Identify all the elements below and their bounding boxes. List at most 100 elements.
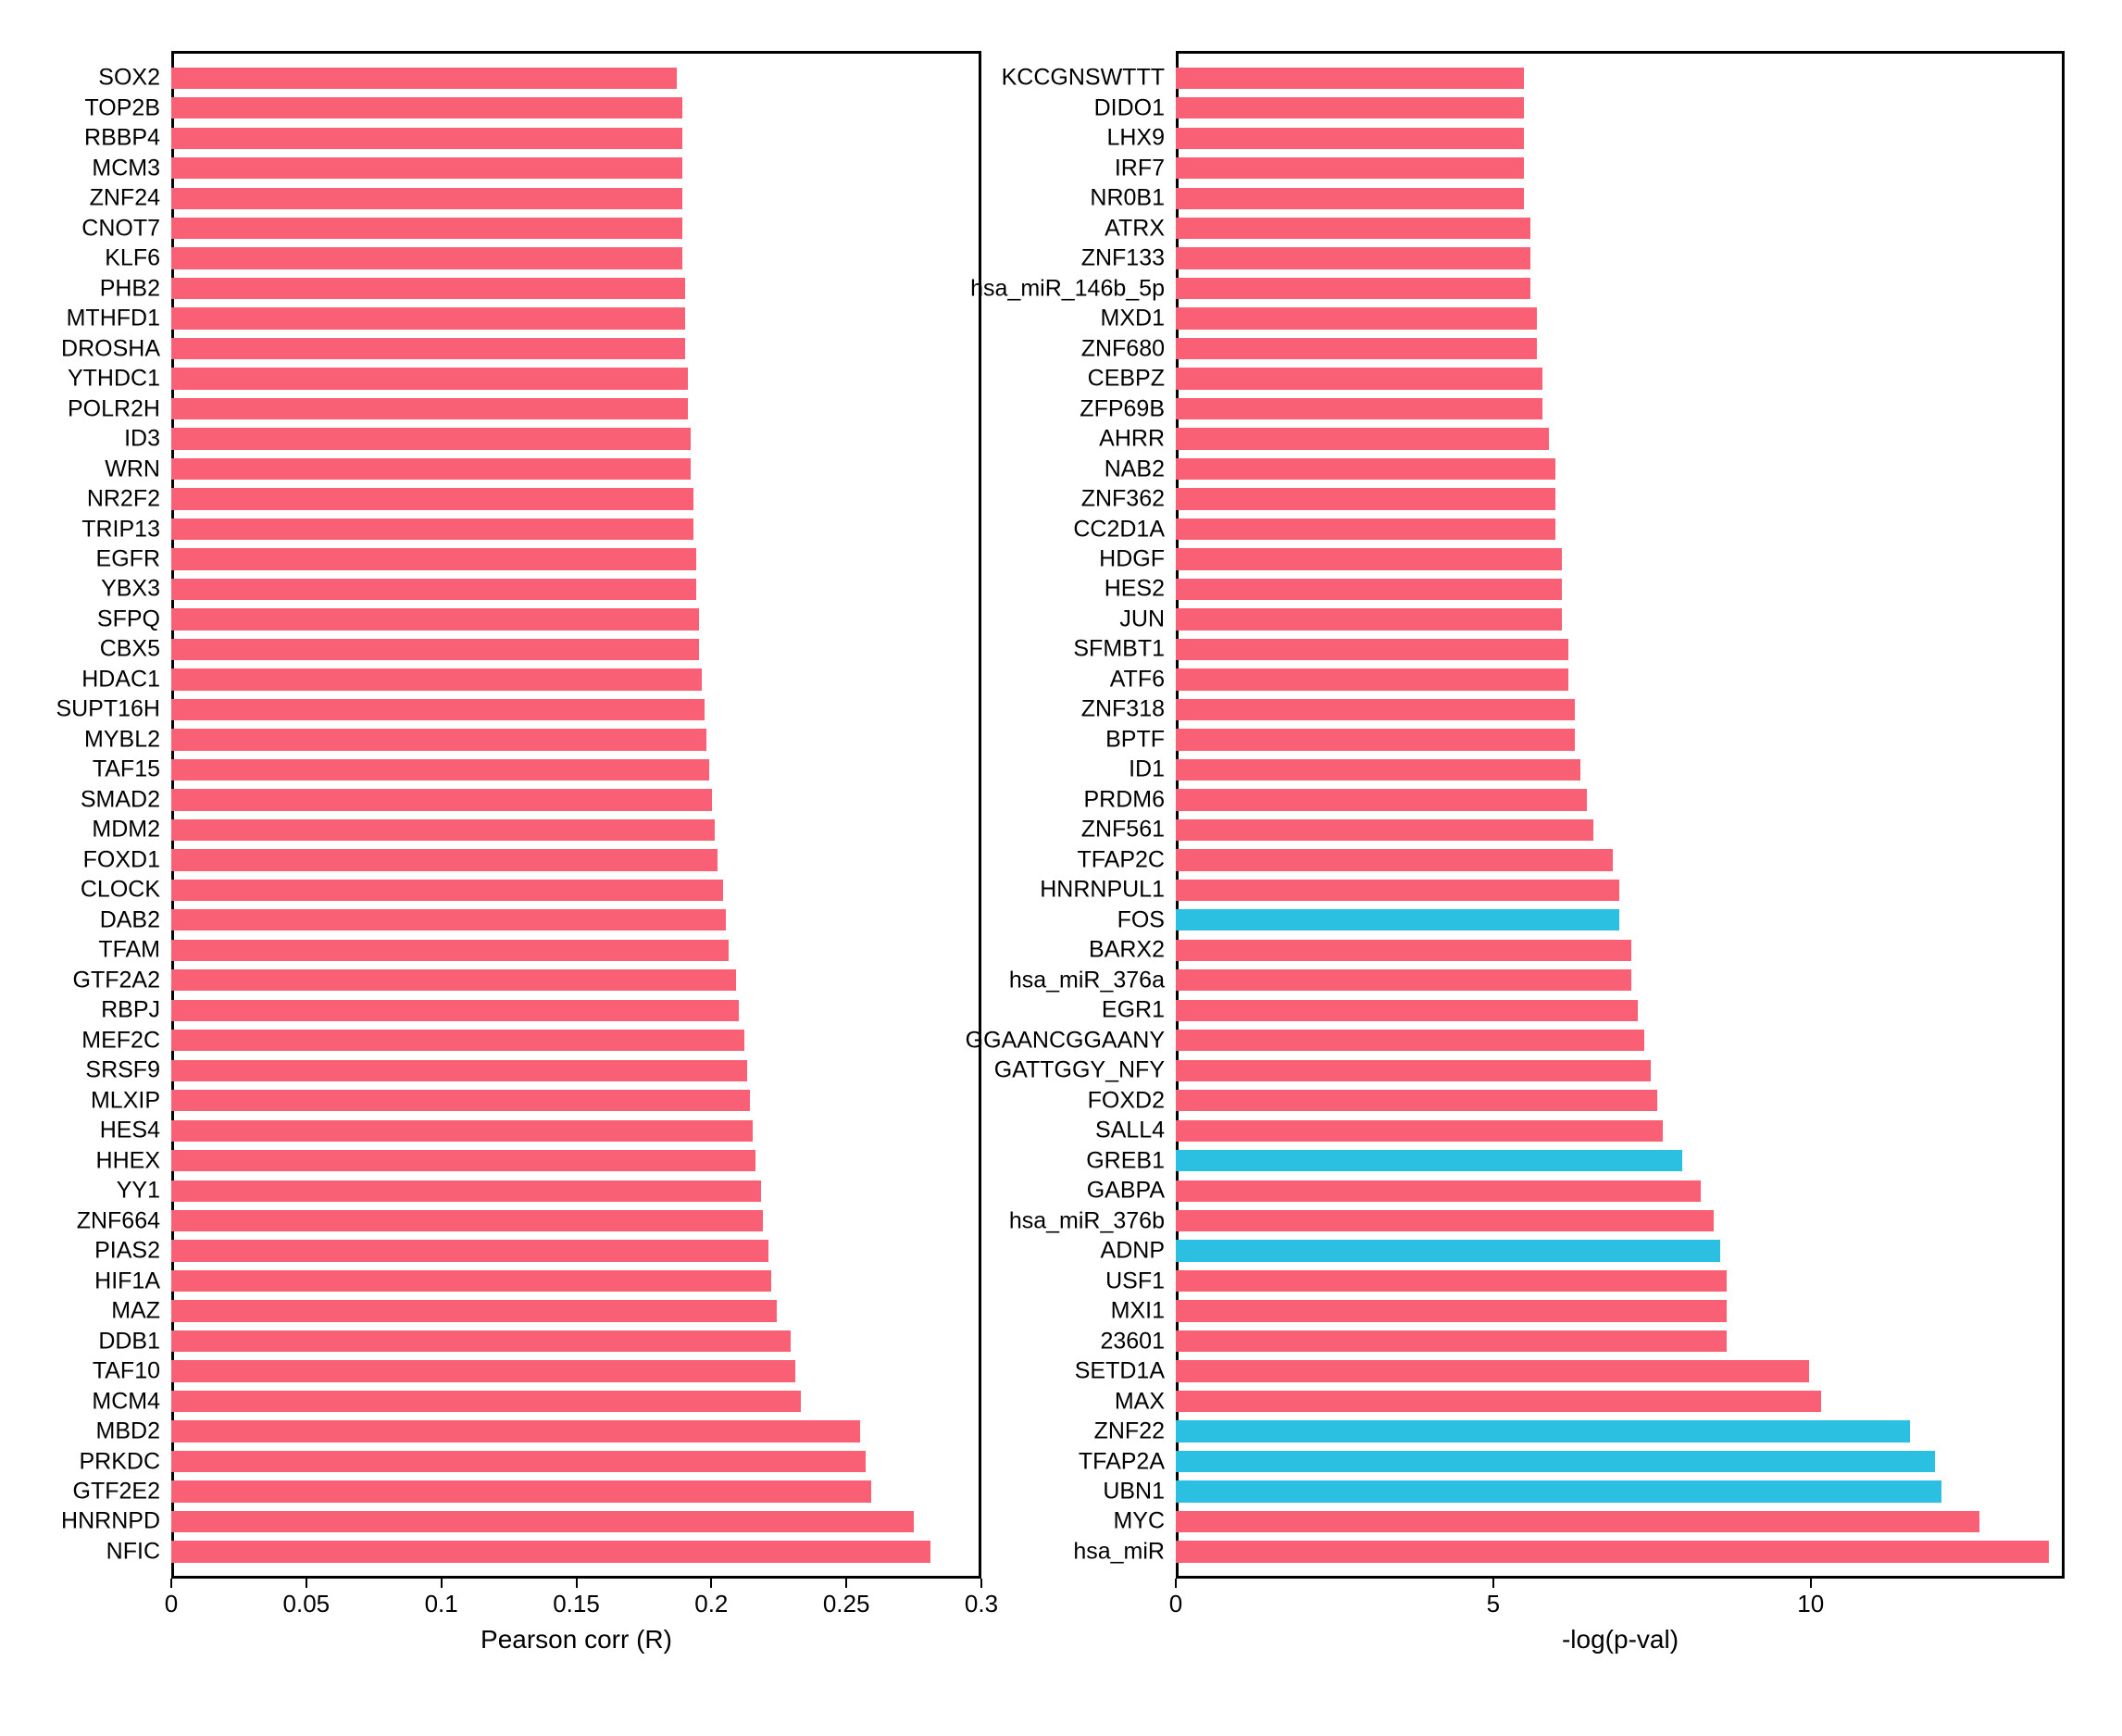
- tick-label: 0.15: [553, 1590, 600, 1618]
- bar: [171, 68, 677, 89]
- bar-label: 23601: [1100, 1328, 1176, 1355]
- bar: [171, 1420, 860, 1442]
- bar: [1176, 1511, 1979, 1532]
- bar: [1176, 1180, 1701, 1202]
- bar: [1176, 1330, 1727, 1352]
- bar-row: EGR1: [1176, 998, 2062, 1022]
- bar-row: FOS: [1176, 908, 2062, 932]
- bar: [1176, 699, 1575, 720]
- bar-label: HDAC1: [81, 666, 171, 693]
- bar: [171, 247, 682, 269]
- bar-label: EGR1: [1102, 997, 1176, 1024]
- bar-row: TRIP13: [171, 517, 979, 541]
- bar: [171, 909, 726, 930]
- bar-row: ZNF664: [171, 1208, 979, 1232]
- bar-row: SMAD2: [171, 788, 979, 812]
- bar: [1176, 969, 1631, 991]
- tick-mark: [845, 1579, 847, 1588]
- bar: [1176, 548, 1562, 569]
- bar-row: HNRNPUL1: [1176, 878, 2062, 902]
- bar-label: hsa_miR: [1073, 1538, 1176, 1565]
- bar-label: hsa_miR_146b_5p: [970, 275, 1176, 302]
- tick-mark: [306, 1579, 307, 1588]
- bar-label: YTHDC1: [68, 366, 171, 393]
- tick-mark: [980, 1579, 982, 1588]
- bar-label: GABPA: [1087, 1178, 1176, 1205]
- bar-row: PHB2: [171, 276, 979, 300]
- bar-row: ZNF362: [1176, 487, 2062, 511]
- bar: [171, 1030, 744, 1051]
- bar: [171, 668, 702, 690]
- bar: [1176, 1360, 1809, 1381]
- bar: [1176, 1210, 1714, 1231]
- bar-label: KCCGNSWTTT: [1002, 65, 1176, 92]
- bar: [171, 1240, 768, 1261]
- bar-label: GTF2A2: [73, 967, 171, 993]
- bar: [1176, 880, 1619, 901]
- bar-row: TFAM: [171, 938, 979, 962]
- bar-label: YY1: [117, 1178, 171, 1205]
- bar: [171, 1210, 763, 1231]
- bar-row: BPTF: [1176, 728, 2062, 752]
- left-x-axis: Pearson corr (R) 00.050.10.150.20.250.3: [171, 1579, 981, 1662]
- bar-row: HES2: [1176, 577, 2062, 601]
- bar-label: MLXIP: [91, 1087, 171, 1114]
- bar: [171, 880, 723, 901]
- bar: [1176, 1420, 1910, 1442]
- bar-row: CC2D1A: [1176, 517, 2062, 541]
- bar-label: ZNF362: [1081, 486, 1176, 513]
- tick-label: 0: [1169, 1590, 1182, 1618]
- bar-label: MAZ: [111, 1298, 171, 1325]
- bar: [171, 1330, 791, 1352]
- bar-row: MEF2C: [171, 1029, 979, 1053]
- tick-label: 10: [1797, 1590, 1824, 1618]
- bar: [171, 699, 705, 720]
- bar: [171, 488, 693, 509]
- bar: [1176, 1030, 1644, 1051]
- bar-row: KLF6: [171, 246, 979, 270]
- bar-row: DDB1: [171, 1329, 979, 1353]
- tick-label: 0.1: [425, 1590, 458, 1618]
- bar-row: MYBL2: [171, 728, 979, 752]
- bar-row: DROSHA: [171, 336, 979, 360]
- bar-row: hsa_miR_376a: [1176, 968, 2062, 993]
- bar-row: FOXD2: [1176, 1088, 2062, 1112]
- bar: [1176, 278, 1530, 299]
- bar-row: hsa_miR: [1176, 1540, 2062, 1564]
- bar-row: AHRR: [1176, 427, 2062, 451]
- bar: [1176, 157, 1524, 179]
- bar-row: FOXD1: [171, 848, 979, 872]
- bar: [1176, 1120, 1663, 1142]
- bar-label: CLOCK: [81, 877, 171, 904]
- bar-row: ZNF561: [1176, 818, 2062, 842]
- bar-label: GGAANCGGAANY: [966, 1027, 1176, 1054]
- bar-row: RBPJ: [171, 998, 979, 1022]
- bar-label: ZNF133: [1081, 245, 1176, 272]
- bar-label: ATRX: [1105, 215, 1176, 242]
- bar-label: HNRNPD: [61, 1508, 171, 1535]
- right-x-label: -log(p-val): [1176, 1625, 2065, 1655]
- bar: [171, 188, 682, 209]
- bar-label: DDB1: [98, 1328, 171, 1355]
- bar-row: SALL4: [1176, 1118, 2062, 1143]
- bar: [171, 819, 715, 841]
- bar: [171, 157, 682, 179]
- bar-label: WRN: [105, 456, 171, 482]
- bar: [171, 789, 712, 810]
- bar-row: NR0B1: [1176, 186, 2062, 210]
- bar-label: HES2: [1105, 576, 1176, 603]
- bar-label: FOXD1: [83, 846, 171, 873]
- bar-label: ZNF318: [1081, 696, 1176, 723]
- bar-row: ZNF22: [1176, 1419, 2062, 1443]
- bar-row: MCM3: [171, 156, 979, 180]
- bar-row: USF1: [1176, 1268, 2062, 1293]
- bar-label: ZNF22: [1094, 1418, 1176, 1445]
- bar: [1176, 247, 1530, 269]
- bar-label: MXD1: [1101, 306, 1176, 332]
- bar-row: DIDO1: [1176, 95, 2062, 119]
- bar: [171, 97, 682, 119]
- bar-label: SRSF9: [85, 1057, 171, 1084]
- bar: [1176, 819, 1593, 841]
- bar: [1176, 1150, 1682, 1171]
- bar-label: TRIP13: [81, 516, 171, 543]
